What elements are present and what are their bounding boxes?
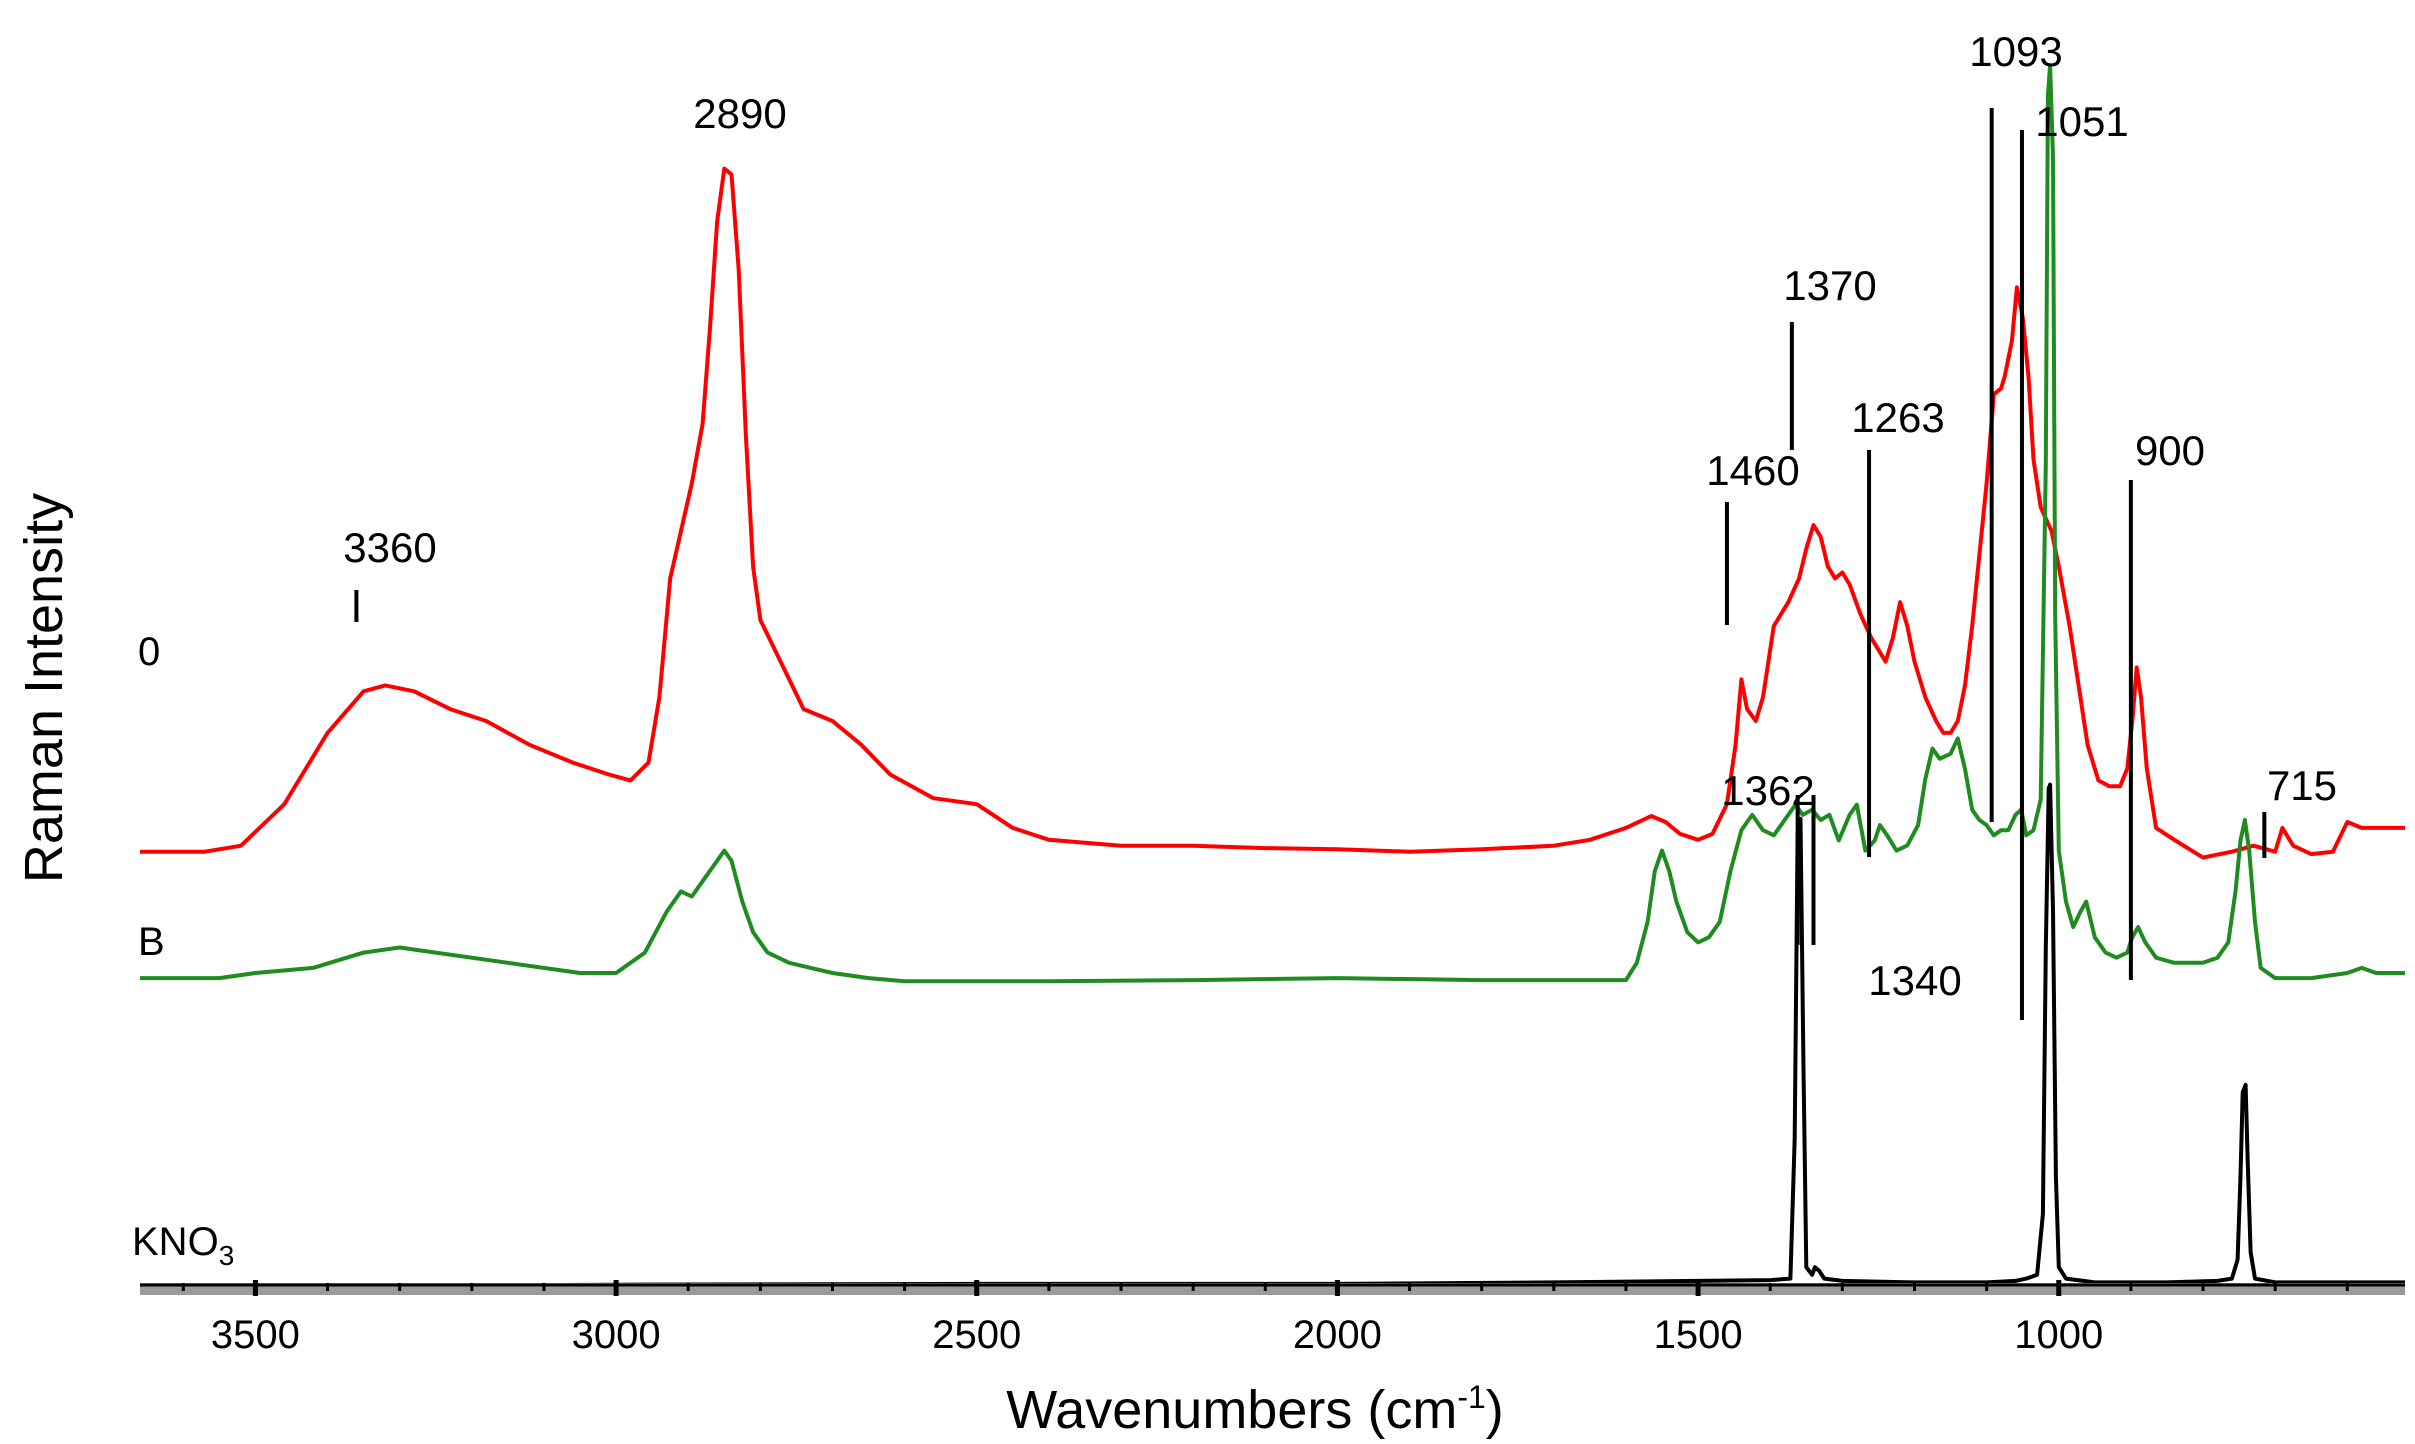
- series-label-text: B: [138, 920, 165, 964]
- peak-markers: [354, 108, 2267, 1020]
- x-axis-title-superscript: -1: [1457, 1379, 1485, 1415]
- peak-label-1362: 1362: [1721, 767, 1814, 814]
- peak-label-1051: 1051: [2035, 98, 2128, 145]
- x-axis-title-text: Wavenumbers (cm: [1006, 1380, 1457, 1440]
- peak-label-3360: 3360: [343, 524, 436, 571]
- peak-label-715: 715: [2267, 762, 2337, 809]
- series-labels: 0 B KNO3: [132, 630, 234, 1271]
- x-tick-label: 1500: [1654, 1313, 1743, 1357]
- x-tick-label: 3000: [572, 1313, 661, 1357]
- x-tick-labels: 3500 3000 2500 2000 1500 1000: [211, 1313, 2103, 1357]
- series-line-b: [140, 63, 2405, 984]
- x-axis: [140, 1280, 2405, 1296]
- series-label-0: 0: [138, 630, 160, 674]
- peak-labels: 3360 2890 1460 1370 1263 1093 1051 900 1362 1340 7…: [343, 28, 2337, 1004]
- series-line-0: [140, 166, 2405, 860]
- series-label-text: KNO: [132, 1220, 219, 1264]
- peak-label-1340: 1340: [1868, 957, 1961, 1004]
- peak-label-1460: 1460: [1706, 447, 1799, 494]
- peak-label-900: 900: [2135, 427, 2205, 474]
- x-tick-label: 2500: [932, 1313, 1021, 1357]
- x-axis-title: Wavenumbers (cm-1): [1006, 1379, 1504, 1440]
- peak-label-1370: 1370: [1783, 262, 1876, 309]
- series-label-kno3: KNO3: [132, 1220, 234, 1271]
- peak-label-1093: 1093: [1969, 28, 2062, 75]
- series-layer: [139, 63, 2405, 1289]
- peak-label-1263: 1263: [1851, 394, 1944, 441]
- y-axis-title: Raman Intensity: [14, 493, 74, 883]
- x-tick-label: 1000: [2014, 1313, 2103, 1357]
- peak-label-2890: 2890: [693, 90, 786, 137]
- x-tick-label: 2000: [1293, 1313, 1382, 1357]
- series-label-text: 0: [138, 630, 160, 674]
- x-tick-label: 3500: [211, 1313, 300, 1357]
- series-label-b: B: [138, 920, 165, 964]
- series-label-subscript: 3: [219, 1240, 235, 1271]
- x-axis-title-suffix: ): [1486, 1380, 1504, 1440]
- series-line-kno3: [139, 782, 2405, 1289]
